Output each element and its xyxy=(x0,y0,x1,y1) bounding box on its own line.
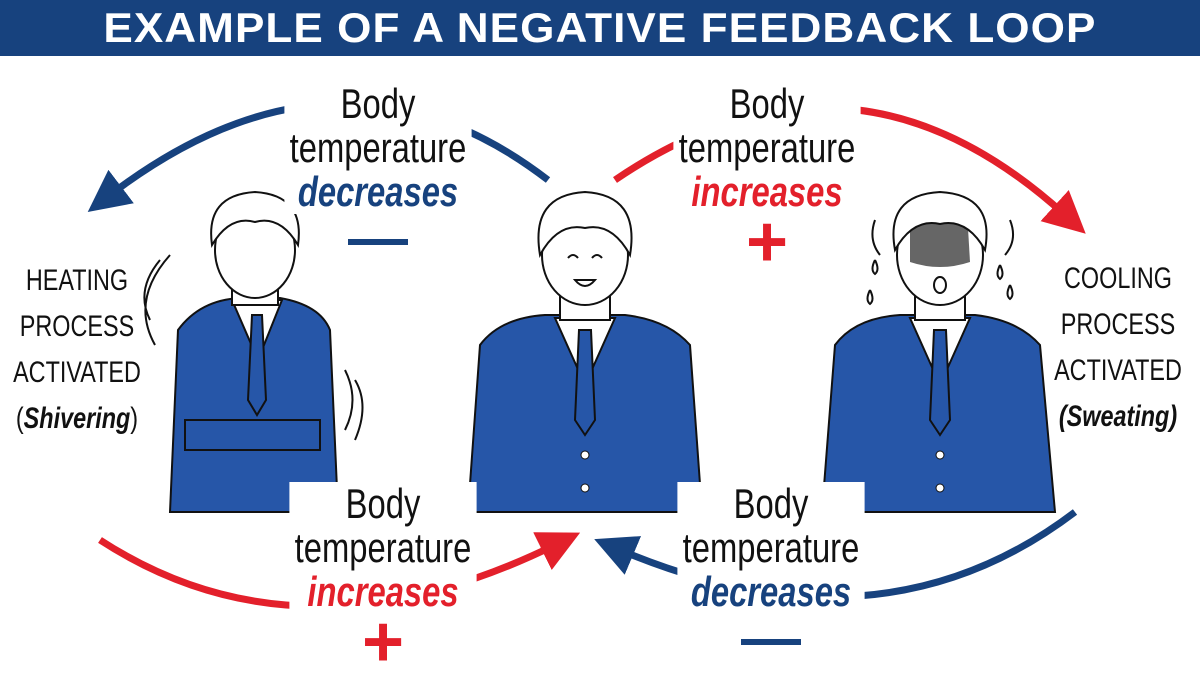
label-line: temperature xyxy=(294,524,472,571)
label-line: temperature xyxy=(678,124,856,171)
label-bottom-left: Body temperature increases xyxy=(289,480,477,615)
label-line: Body xyxy=(729,80,805,127)
title: EXAMPLE OF A NEGATIVE FEEDBACK LOOP xyxy=(103,4,1097,51)
process-line: ACTIVATED xyxy=(1054,354,1182,387)
label-line: temperature xyxy=(289,124,467,171)
minus-sign: — xyxy=(741,604,801,671)
label-bottom-right: Body temperature decreases xyxy=(677,480,865,615)
title-banner: EXAMPLE OF A NEGATIVE FEEDBACK LOOP xyxy=(0,0,1200,56)
label-line: Body xyxy=(733,480,809,527)
plus-sign: + xyxy=(745,202,789,282)
process-line: ACTIVATED xyxy=(13,356,141,389)
label-top-left: Body temperature decreases xyxy=(284,80,472,215)
label-direction: increases xyxy=(307,568,459,615)
label-line: Body xyxy=(340,80,416,127)
process-line: HEATING xyxy=(25,264,129,297)
process-detail-text: Sweating xyxy=(1066,400,1170,433)
process-line: PROCESS xyxy=(19,310,135,343)
label-direction: increases xyxy=(691,168,843,215)
label-direction: decreases xyxy=(690,568,852,615)
label-line: Body xyxy=(345,480,421,527)
process-detail-text: Shivering xyxy=(23,402,131,435)
sweating-person-illustration xyxy=(820,190,1057,513)
plus-sign: + xyxy=(361,602,405,682)
heating-process-label: HEATING PROCESS ACTIVATED (Shivering) xyxy=(11,258,144,442)
process-detail: (Sweating) xyxy=(1058,400,1178,433)
cooling-process-label: COOLING PROCESS ACTIVATED (Sweating) xyxy=(1052,256,1185,440)
normal-person-illustration xyxy=(466,190,704,513)
process-detail: (Shivering) xyxy=(15,402,139,435)
label-line: temperature xyxy=(682,524,860,571)
process-line: PROCESS xyxy=(1060,308,1176,341)
process-line: COOLING xyxy=(1064,262,1172,295)
label-top-right: Body temperature increases xyxy=(673,80,861,215)
minus-sign: — xyxy=(348,204,408,271)
shivering-person-illustration xyxy=(143,190,364,513)
label-direction: decreases xyxy=(297,168,459,215)
